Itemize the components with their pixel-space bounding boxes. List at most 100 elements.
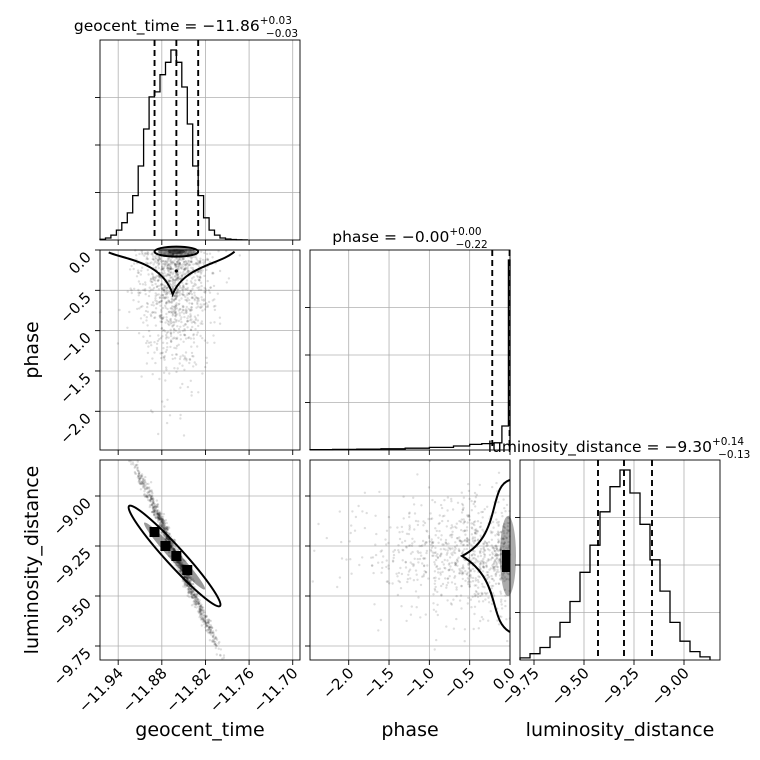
scatter-point xyxy=(166,267,169,270)
scatter-point xyxy=(162,295,165,299)
scatter-point xyxy=(188,591,191,594)
scatter-point xyxy=(434,576,437,579)
scatter-point xyxy=(450,497,453,501)
scatter-point xyxy=(183,575,186,578)
scatter-point xyxy=(375,532,378,536)
scatter-point xyxy=(169,311,172,314)
scatter-point xyxy=(155,285,159,289)
scatter-point xyxy=(145,316,148,319)
scatter-point xyxy=(183,268,187,271)
scatter-point xyxy=(130,264,133,268)
scatter-point xyxy=(500,530,503,534)
scatter-point xyxy=(201,337,204,340)
scatter-point xyxy=(476,593,480,596)
scatter-point xyxy=(408,515,411,519)
scatter-point xyxy=(205,356,208,359)
scatter-point xyxy=(137,472,141,476)
scatter-point xyxy=(157,516,160,520)
scatter-point xyxy=(201,609,204,612)
scatter-point xyxy=(187,270,190,273)
scatter-point xyxy=(396,526,399,529)
scatter-point xyxy=(158,512,162,515)
scatter-point xyxy=(153,311,156,314)
scatter-point xyxy=(451,547,454,550)
scatter-point xyxy=(147,252,150,255)
scatter-point xyxy=(192,337,195,340)
scatter-point xyxy=(174,292,177,295)
scatter-point xyxy=(486,573,490,577)
scatter-point xyxy=(145,257,148,261)
scatter-point xyxy=(195,296,199,300)
scatter-point xyxy=(163,269,166,272)
scatter-point xyxy=(193,598,196,602)
scatter-point xyxy=(165,251,168,254)
scatter-point xyxy=(186,320,189,323)
scatter-point xyxy=(172,552,175,555)
scatter-point xyxy=(149,279,152,283)
scatter-point xyxy=(400,525,404,529)
scatter-point xyxy=(153,510,156,514)
scatter-point xyxy=(172,321,175,324)
scatter-point xyxy=(193,590,196,593)
scatter-point xyxy=(178,286,181,289)
scatter-point xyxy=(187,307,190,311)
scatter-point xyxy=(146,305,149,309)
scatter-point xyxy=(222,656,226,659)
scatter-point xyxy=(190,266,193,269)
scatter-point xyxy=(184,351,188,354)
scatter-point xyxy=(187,319,190,323)
scatter-point xyxy=(436,556,440,560)
scatter-point xyxy=(434,534,437,537)
scatter-point xyxy=(185,575,188,579)
scatter-point xyxy=(192,276,195,279)
scatter-point xyxy=(150,314,153,318)
scatter-point xyxy=(148,490,151,493)
scatter-point xyxy=(169,545,173,548)
scatter-point xyxy=(158,513,161,517)
scatter-point xyxy=(173,557,177,561)
scatter-point xyxy=(173,547,176,551)
scatter-point xyxy=(443,499,446,502)
scatter-point xyxy=(151,501,154,505)
scatter-point xyxy=(500,566,503,569)
scatter-point xyxy=(178,263,181,266)
scatter-point xyxy=(134,465,137,468)
scatter-point xyxy=(185,584,189,587)
scatter-point xyxy=(203,260,207,263)
scatter-point xyxy=(506,525,510,528)
scatter-point xyxy=(177,251,180,254)
scatter-point xyxy=(179,562,182,566)
scatter-point xyxy=(420,504,423,507)
scatter-point xyxy=(192,594,196,597)
scatter-point xyxy=(182,564,185,568)
scatter-point xyxy=(194,363,198,366)
scatter-point xyxy=(497,471,501,474)
scatter-point xyxy=(176,367,179,370)
scatter-point xyxy=(141,283,145,286)
scatter-point xyxy=(154,506,158,509)
scatter-point xyxy=(495,572,498,575)
scatter-point xyxy=(467,563,470,566)
scatter-point xyxy=(168,532,171,535)
scatter-point xyxy=(168,542,171,545)
scatter-point xyxy=(193,297,196,300)
scatter-point xyxy=(495,553,498,557)
scatter-point xyxy=(200,284,203,288)
scatter-point xyxy=(408,528,411,531)
scatter-point xyxy=(138,479,141,483)
scatter-point xyxy=(181,306,185,309)
scatter-point xyxy=(153,507,156,510)
scatter-point xyxy=(159,314,162,317)
scatter-point xyxy=(153,508,156,511)
scatter-point xyxy=(160,268,163,271)
scatter-point xyxy=(497,554,500,557)
scatter-point xyxy=(159,257,162,260)
scatter-point xyxy=(434,527,437,530)
scatter-point xyxy=(478,575,481,579)
scatter-point xyxy=(179,565,182,568)
scatter-point xyxy=(175,291,179,294)
scatter-point xyxy=(167,253,170,256)
scatter-point xyxy=(172,551,176,554)
scatter-point xyxy=(434,610,438,613)
scatter-point xyxy=(169,545,173,548)
